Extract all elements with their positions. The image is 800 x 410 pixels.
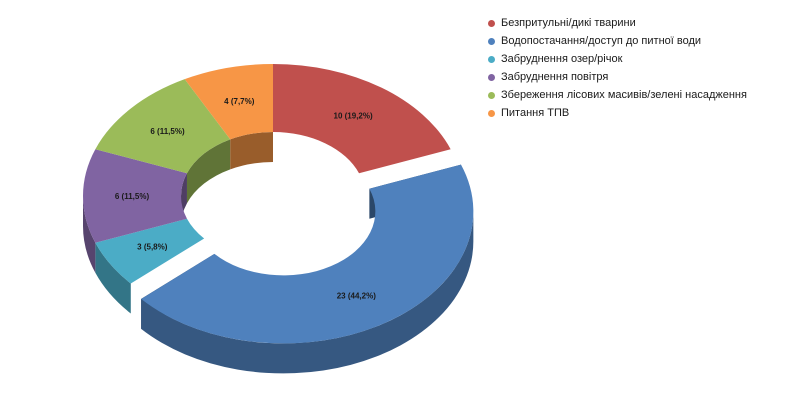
data-label: 10 (19,2%)	[334, 111, 373, 120]
data-label: 6 (11,5%)	[115, 192, 150, 201]
legend-swatch	[488, 20, 495, 27]
legend-item-stray-animals: Безпритульні/дикі тварини	[488, 17, 788, 30]
legend-swatch	[488, 74, 495, 81]
data-label: 23 (44,2%)	[337, 291, 376, 300]
legend-label: Забруднення повітря	[501, 71, 609, 83]
legend-label: Питання ТПВ	[501, 107, 570, 119]
slice-inner-wall	[230, 132, 273, 170]
legend-item-lake-river-pollution: Забруднення озер/річок	[488, 53, 788, 66]
data-label: 4 (7,7%)	[224, 97, 255, 106]
chart-legend: Безпритульні/дикі тварини Водопостачання…	[488, 17, 788, 125]
data-label: 3 (5,8%)	[137, 243, 168, 252]
legend-item-forests-green-areas: Збереження лісових масивів/зелені насадж…	[488, 89, 788, 102]
legend-swatch	[488, 92, 495, 99]
legend-label: Збереження лісових масивів/зелені насадж…	[501, 89, 747, 101]
slice-3	[83, 149, 187, 243]
data-label: 6 (11,5%)	[150, 127, 185, 136]
legend-label: Водопостачання/доступ до питної води	[501, 35, 702, 47]
legend-swatch	[488, 110, 495, 117]
slice-5	[184, 64, 273, 140]
legend-item-water-supply: Водопостачання/доступ до питної води	[488, 35, 788, 48]
slice-outer-wall	[141, 211, 474, 374]
slice-0	[273, 64, 451, 174]
slice-outer-wall	[95, 242, 131, 314]
slice-4	[95, 79, 231, 174]
legend-item-solid-waste: Питання ТПВ	[488, 107, 788, 120]
slice-outer-wall	[83, 196, 96, 273]
legend-swatch	[488, 38, 495, 45]
legend-label: Забруднення озер/річок	[501, 53, 623, 65]
legend-item-air-pollution: Забруднення повітря	[488, 71, 788, 84]
slice-2	[95, 218, 205, 284]
legend-label: Безпритульні/дикі тварини	[501, 17, 636, 29]
slice-inner-wall	[186, 139, 231, 204]
legend-swatch	[488, 56, 495, 63]
slice-1	[141, 164, 474, 344]
